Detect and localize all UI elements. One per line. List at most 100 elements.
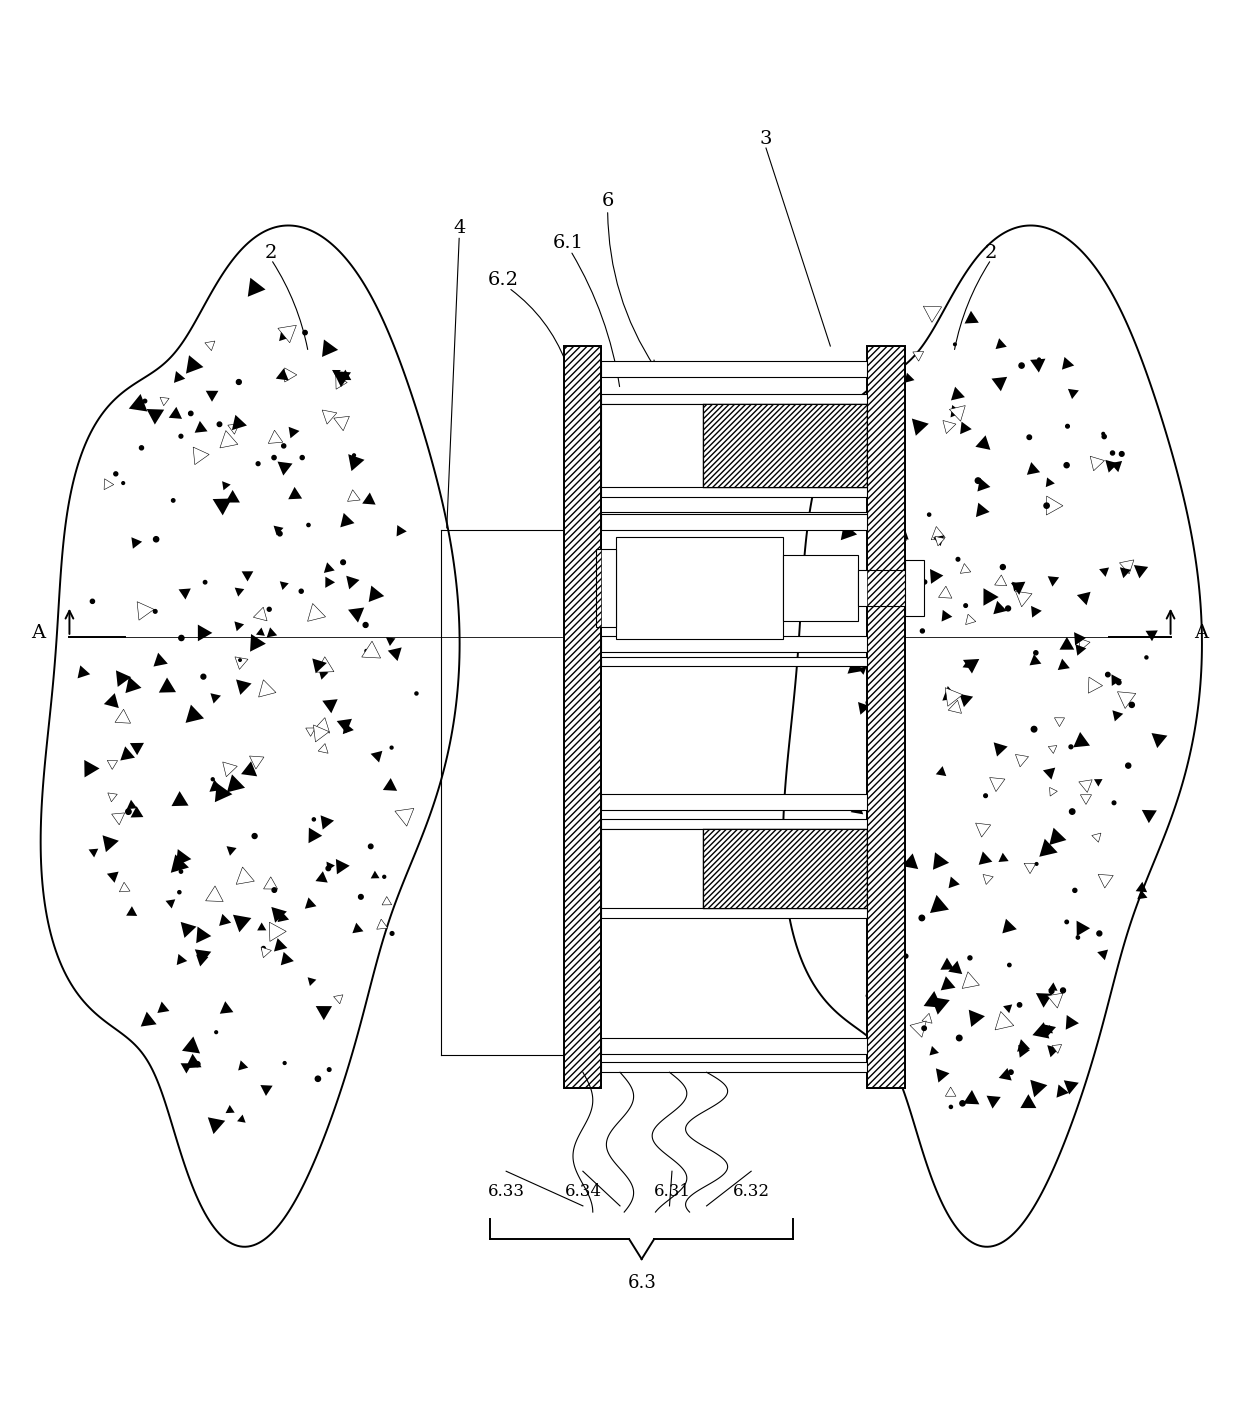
Circle shape bbox=[1060, 988, 1065, 993]
Polygon shape bbox=[1111, 674, 1122, 685]
Polygon shape bbox=[851, 802, 863, 815]
Polygon shape bbox=[171, 791, 188, 806]
Polygon shape bbox=[1052, 1044, 1061, 1054]
Polygon shape bbox=[278, 912, 289, 921]
Text: 2: 2 bbox=[265, 245, 278, 262]
Circle shape bbox=[104, 839, 108, 843]
Polygon shape bbox=[942, 421, 956, 434]
Polygon shape bbox=[259, 680, 277, 697]
Polygon shape bbox=[159, 677, 176, 693]
Circle shape bbox=[281, 444, 285, 448]
Polygon shape bbox=[174, 371, 185, 383]
Polygon shape bbox=[193, 447, 210, 465]
Polygon shape bbox=[321, 815, 334, 829]
Polygon shape bbox=[165, 899, 175, 909]
Polygon shape bbox=[930, 569, 944, 584]
Circle shape bbox=[237, 380, 242, 384]
Polygon shape bbox=[1043, 768, 1055, 779]
Polygon shape bbox=[278, 326, 296, 343]
Circle shape bbox=[870, 818, 873, 820]
Polygon shape bbox=[226, 1105, 234, 1113]
Circle shape bbox=[870, 506, 874, 509]
Polygon shape bbox=[84, 759, 99, 778]
Polygon shape bbox=[949, 876, 960, 889]
Polygon shape bbox=[1012, 582, 1022, 592]
Polygon shape bbox=[983, 589, 998, 606]
Polygon shape bbox=[126, 906, 138, 916]
Polygon shape bbox=[130, 806, 144, 818]
Circle shape bbox=[867, 994, 869, 997]
Polygon shape bbox=[308, 977, 316, 985]
Polygon shape bbox=[1027, 462, 1040, 475]
Polygon shape bbox=[987, 1096, 1001, 1109]
Polygon shape bbox=[154, 653, 167, 667]
Circle shape bbox=[415, 693, 418, 695]
Polygon shape bbox=[182, 1037, 200, 1054]
Polygon shape bbox=[368, 586, 384, 602]
Polygon shape bbox=[1035, 993, 1053, 1008]
Polygon shape bbox=[962, 971, 980, 988]
Circle shape bbox=[201, 674, 206, 680]
Polygon shape bbox=[1133, 565, 1148, 579]
Polygon shape bbox=[1059, 637, 1074, 650]
Circle shape bbox=[956, 1035, 962, 1041]
Circle shape bbox=[306, 523, 310, 526]
Circle shape bbox=[1111, 451, 1115, 455]
Polygon shape bbox=[932, 852, 949, 870]
Circle shape bbox=[327, 1068, 331, 1071]
Polygon shape bbox=[196, 927, 211, 943]
Polygon shape bbox=[1076, 920, 1090, 936]
Circle shape bbox=[976, 478, 981, 483]
Polygon shape bbox=[875, 448, 888, 462]
Circle shape bbox=[341, 560, 346, 565]
Polygon shape bbox=[305, 897, 316, 909]
Polygon shape bbox=[1047, 496, 1063, 515]
Polygon shape bbox=[262, 947, 272, 957]
Polygon shape bbox=[1091, 833, 1101, 842]
Polygon shape bbox=[945, 1086, 956, 1096]
Bar bbox=[601, 515, 868, 530]
Bar bbox=[601, 636, 868, 651]
Circle shape bbox=[1019, 363, 1024, 368]
Polygon shape bbox=[337, 718, 352, 734]
Polygon shape bbox=[1048, 983, 1058, 991]
Polygon shape bbox=[120, 747, 135, 761]
Polygon shape bbox=[1042, 1024, 1056, 1038]
Circle shape bbox=[257, 462, 260, 465]
Text: 6.3: 6.3 bbox=[627, 1274, 657, 1291]
Polygon shape bbox=[340, 370, 351, 380]
Polygon shape bbox=[176, 849, 191, 866]
Polygon shape bbox=[119, 882, 130, 892]
Circle shape bbox=[268, 607, 272, 611]
Polygon shape bbox=[289, 427, 300, 438]
Polygon shape bbox=[316, 657, 334, 673]
Polygon shape bbox=[348, 454, 365, 471]
Circle shape bbox=[299, 589, 304, 593]
Polygon shape bbox=[126, 799, 138, 809]
Polygon shape bbox=[103, 835, 119, 852]
Polygon shape bbox=[336, 859, 350, 875]
Polygon shape bbox=[181, 921, 196, 939]
Text: 6.1: 6.1 bbox=[553, 235, 584, 252]
Circle shape bbox=[391, 747, 393, 749]
Polygon shape bbox=[222, 481, 231, 491]
Polygon shape bbox=[322, 410, 337, 424]
Bar bbox=[601, 907, 868, 917]
Polygon shape bbox=[309, 828, 322, 843]
Polygon shape bbox=[945, 688, 962, 707]
Polygon shape bbox=[894, 525, 909, 539]
Circle shape bbox=[877, 941, 879, 944]
Polygon shape bbox=[334, 371, 351, 387]
Polygon shape bbox=[234, 587, 244, 597]
Circle shape bbox=[1008, 1069, 1013, 1075]
Polygon shape bbox=[1120, 567, 1131, 579]
Circle shape bbox=[315, 1076, 320, 1081]
Polygon shape bbox=[962, 660, 971, 668]
Polygon shape bbox=[1120, 560, 1133, 574]
Circle shape bbox=[303, 330, 308, 334]
Polygon shape bbox=[269, 923, 286, 941]
Polygon shape bbox=[234, 621, 244, 631]
Polygon shape bbox=[316, 1005, 332, 1020]
Polygon shape bbox=[910, 1021, 926, 1037]
Circle shape bbox=[391, 931, 394, 936]
